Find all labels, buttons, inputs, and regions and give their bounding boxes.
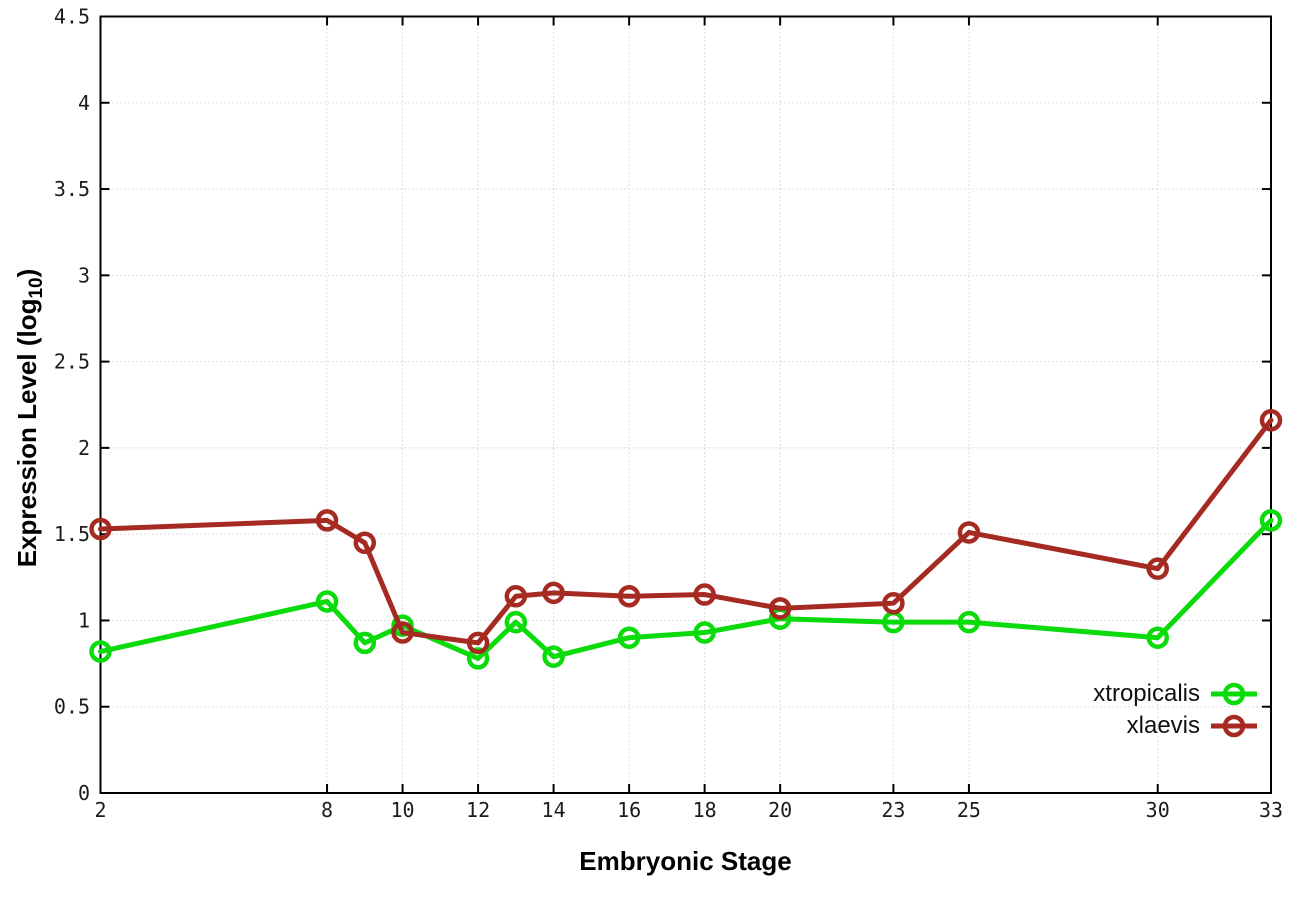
y-tick-label: 1 — [78, 608, 90, 632]
x-tick-label: 10 — [391, 798, 415, 822]
data-point-xtropicalis — [466, 647, 490, 670]
x-tick-label: 33 — [1259, 798, 1283, 822]
data-point-xlaevis — [693, 583, 716, 606]
data-point-xlaevis — [353, 531, 377, 555]
series-line-xtropicalis — [98, 517, 1274, 661]
data-point-xlaevis — [1259, 409, 1283, 432]
x-tick-label: 8 — [321, 798, 333, 822]
x-tick-label: 25 — [957, 798, 981, 822]
x-tick-label: 12 — [466, 798, 490, 822]
data-point-xtropicalis — [957, 610, 981, 634]
y-axis-title-subscript: 10 — [26, 277, 47, 299]
series-line-xlaevis — [98, 417, 1274, 646]
x-axis-title: Embryonic Stage — [579, 846, 792, 876]
x-tick-label: 20 — [768, 798, 792, 822]
data-point-xlaevis — [466, 631, 490, 655]
y-axis-title-text: Expression Level (log — [12, 298, 42, 568]
y-tick-label: 0 — [78, 781, 90, 805]
data-point-xtropicalis — [353, 631, 377, 655]
x-tick-label: 2 — [94, 798, 106, 822]
data-point-xtropicalis — [1146, 626, 1169, 649]
y-axis-title: Expression Level (log10) — [12, 269, 48, 568]
y-tick-label: 2 — [78, 436, 90, 460]
legend-marker-xlaevis — [1222, 714, 1246, 738]
data-point-xtropicalis — [693, 621, 716, 644]
data-point-xlaevis — [89, 517, 112, 541]
legend-sample-xtropicalis — [1211, 682, 1257, 706]
y-tick-label: 4 — [78, 91, 90, 115]
data-point-xlaevis — [882, 591, 905, 615]
data-point-xtropicalis — [1259, 509, 1283, 532]
legend-marker-xtropicalis — [1222, 682, 1246, 706]
legend-item-xtropicalis: xtropicalis — [1093, 680, 1258, 708]
data-point-xlaevis — [391, 621, 414, 644]
data-point-xlaevis — [768, 597, 792, 620]
x-tick-label: 14 — [542, 798, 566, 822]
plot-border — [99, 15, 1272, 794]
data-point-xlaevis — [617, 585, 641, 608]
data-point-xlaevis — [957, 521, 981, 544]
data-point-xtropicalis — [542, 645, 565, 668]
data-point-xtropicalis — [315, 590, 339, 613]
data-point-xlaevis — [1146, 557, 1169, 580]
y-tick-label: 4.5 — [54, 5, 90, 29]
y-tick-label: 1.5 — [54, 522, 90, 546]
y-tick-label: 3 — [78, 263, 90, 287]
legend-item-xlaevis: xlaevis — [1127, 712, 1258, 740]
data-point-xtropicalis — [504, 610, 528, 634]
x-tick-label: 30 — [1146, 798, 1170, 822]
y-tick-label: 2.5 — [54, 350, 90, 374]
data-point-xtropicalis — [89, 640, 112, 663]
data-point-xlaevis — [504, 585, 528, 608]
data-point-xlaevis — [542, 581, 565, 605]
x-tick-label: 16 — [617, 798, 641, 822]
data-point-xtropicalis — [617, 626, 641, 649]
legend-label-xlaevis: xlaevis — [1126, 712, 1200, 739]
x-tick-label: 23 — [881, 798, 905, 822]
legend-sample-xlaevis — [1211, 714, 1257, 738]
y-tick-label: 0.5 — [54, 695, 90, 719]
legend-label-xtropicalis: xtropicalis — [1093, 680, 1200, 707]
y-tick-label: 3.5 — [54, 177, 90, 201]
x-tick-label: 18 — [693, 798, 717, 822]
y-axis-title-suffix: ) — [12, 268, 42, 278]
legend: xtropicalis xlaevis — [1093, 680, 1258, 740]
data-point-xlaevis — [315, 509, 339, 532]
